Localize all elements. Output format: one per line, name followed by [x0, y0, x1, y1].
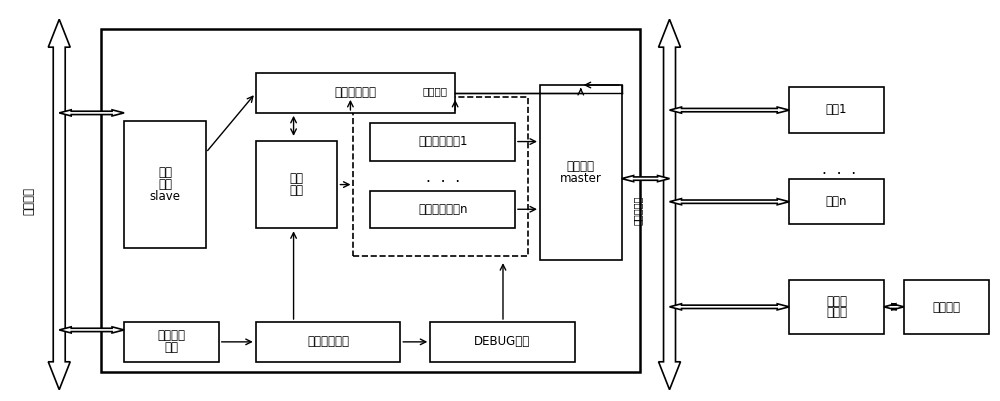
Text: 接口: 接口 — [164, 341, 178, 354]
Text: slave: slave — [149, 190, 180, 203]
Text: 总线: 总线 — [158, 178, 172, 191]
Text: 数据总线: 数据总线 — [567, 160, 595, 173]
Text: 外设n: 外设n — [826, 195, 847, 208]
Bar — [101, 29, 640, 372]
Text: ·  ·  ·: · · · — [426, 175, 460, 190]
Text: 缓存: 缓存 — [290, 172, 304, 185]
Bar — [256, 73, 455, 113]
Bar — [124, 121, 206, 248]
Polygon shape — [59, 327, 124, 333]
Text: 校验基本单元1: 校验基本单元1 — [418, 135, 467, 148]
Polygon shape — [670, 304, 789, 310]
Polygon shape — [48, 19, 70, 390]
Bar — [256, 322, 400, 362]
Text: 存储器: 存储器 — [826, 295, 847, 308]
Polygon shape — [659, 19, 680, 390]
Bar — [904, 280, 989, 334]
Text: 控制器: 控制器 — [826, 306, 847, 320]
Polygon shape — [622, 176, 670, 182]
Text: 存储单元: 存储单元 — [932, 300, 960, 314]
Bar — [353, 97, 528, 256]
Text: 外设1: 外设1 — [826, 103, 847, 116]
Polygon shape — [670, 107, 789, 113]
Text: DEBUG模块: DEBUG模块 — [474, 335, 531, 348]
Bar — [789, 87, 884, 133]
Text: 状态控制模块: 状态控制模块 — [334, 87, 376, 99]
Text: 模块: 模块 — [290, 184, 304, 197]
Bar — [256, 141, 337, 229]
Bar — [789, 178, 884, 225]
Text: 系统总线: 系统总线 — [23, 186, 36, 215]
Bar — [370, 123, 515, 161]
Text: 扩展校验位: 扩展校验位 — [633, 196, 643, 225]
Bar — [540, 85, 622, 260]
Text: 校验基本单元n: 校验基本单元n — [418, 203, 467, 216]
Bar — [430, 322, 575, 362]
Text: 配置总线: 配置总线 — [157, 330, 185, 342]
Text: 空间配置模块: 空间配置模块 — [307, 335, 349, 348]
Bar — [370, 190, 515, 229]
Text: 数据: 数据 — [158, 166, 172, 179]
Bar — [124, 322, 219, 362]
Bar — [789, 280, 884, 334]
Polygon shape — [59, 110, 124, 116]
Polygon shape — [670, 198, 789, 205]
Polygon shape — [884, 304, 904, 310]
Text: 校验模块: 校验模块 — [423, 86, 448, 96]
Text: ·  ·  ·: · · · — [822, 167, 856, 182]
Text: master: master — [560, 172, 602, 185]
